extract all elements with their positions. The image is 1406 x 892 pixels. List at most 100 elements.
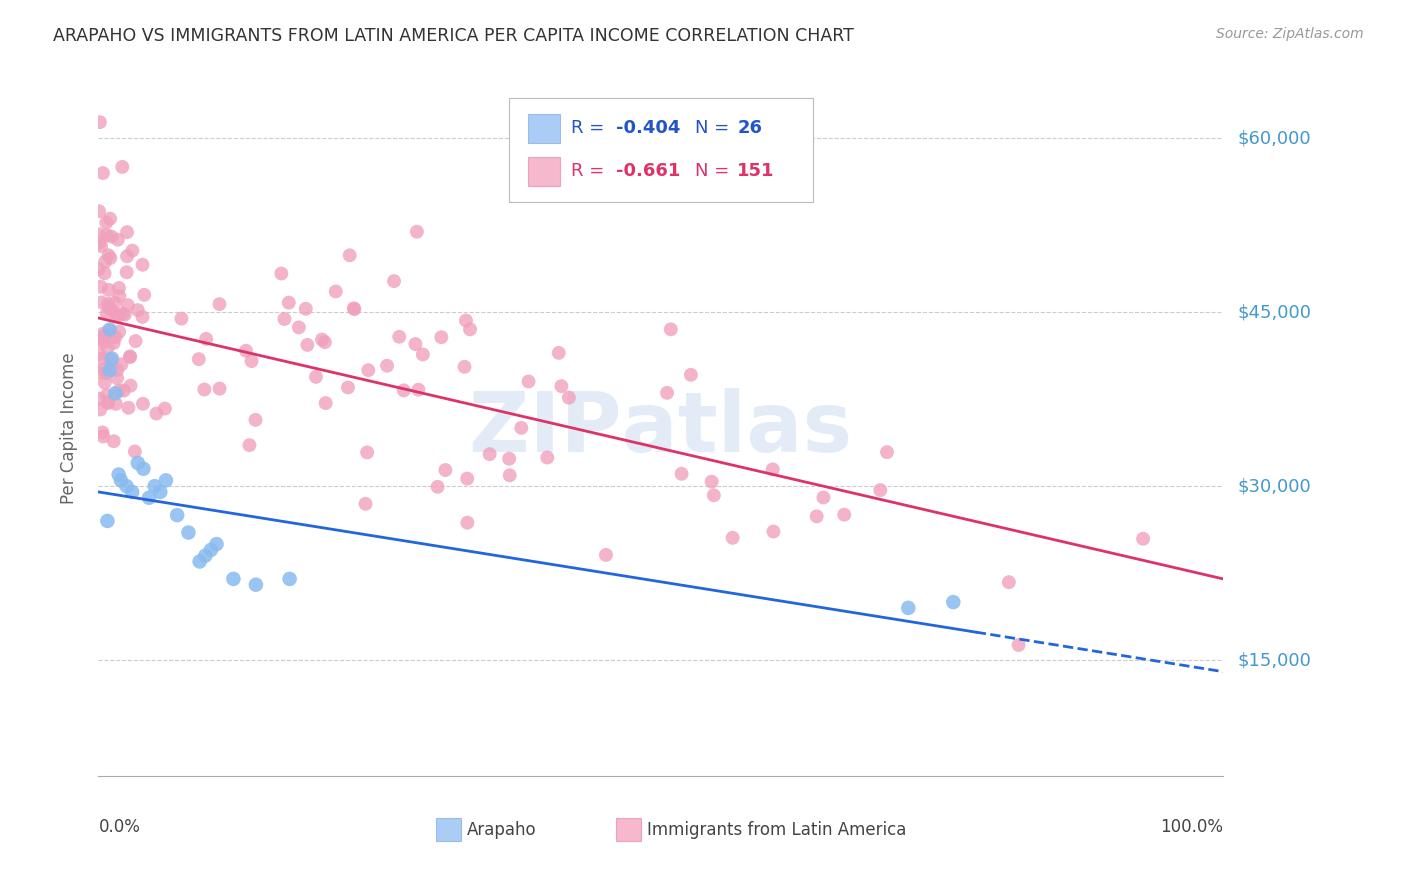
Point	[547, 346, 569, 360]
Point	[90, 279, 112, 293]
Point	[205, 537, 228, 551]
Point	[153, 401, 176, 416]
Point	[114, 308, 136, 322]
Point	[558, 391, 581, 405]
Point	[98, 211, 121, 226]
Point	[375, 359, 398, 373]
Point	[107, 233, 129, 247]
Point	[703, 488, 725, 502]
Point	[121, 485, 143, 500]
Point	[127, 456, 149, 470]
Point	[813, 491, 835, 505]
Point	[91, 351, 114, 366]
Point	[108, 384, 131, 398]
Text: 0.0%: 0.0%	[98, 818, 141, 836]
Y-axis label: Per Capita Income: Per Capita Income	[59, 352, 77, 504]
Point	[97, 283, 120, 297]
Point	[325, 285, 347, 299]
Point	[87, 227, 110, 242]
Point	[510, 421, 533, 435]
Point	[97, 395, 120, 409]
Point	[131, 258, 153, 272]
Point	[406, 225, 429, 239]
Point	[434, 463, 457, 477]
Point	[91, 335, 114, 350]
Point	[187, 352, 209, 367]
Text: ZIP​atlas: ZIP​atlas	[470, 388, 852, 468]
Point	[120, 378, 142, 392]
Point	[942, 595, 965, 609]
Text: Immigrants from Latin America: Immigrants from Latin America	[647, 821, 907, 838]
Point	[356, 445, 378, 459]
Point	[93, 362, 115, 376]
Point	[96, 307, 118, 321]
Point	[278, 572, 301, 586]
Text: $30,000: $30,000	[1237, 477, 1310, 495]
Point	[91, 425, 114, 440]
Point	[108, 281, 131, 295]
Point	[105, 371, 128, 385]
Point	[115, 249, 138, 263]
Point	[166, 508, 188, 523]
Point	[454, 313, 477, 327]
Point	[595, 548, 617, 562]
Point	[458, 322, 481, 336]
Point	[105, 363, 128, 377]
Point	[110, 357, 132, 371]
FancyBboxPatch shape	[509, 98, 813, 202]
Text: R =: R =	[571, 162, 610, 180]
Point	[408, 383, 430, 397]
Point	[103, 295, 125, 310]
Point	[498, 451, 520, 466]
Point	[94, 255, 117, 269]
Point	[294, 301, 316, 316]
Point	[456, 472, 478, 486]
Point	[110, 473, 132, 487]
Point	[115, 225, 138, 239]
Text: R =: R =	[571, 120, 610, 137]
Point	[89, 115, 111, 129]
Text: -0.404: -0.404	[616, 120, 681, 137]
Point	[108, 289, 131, 303]
Point	[132, 397, 155, 411]
Point	[111, 160, 134, 174]
Point	[96, 216, 118, 230]
Point	[87, 331, 110, 345]
Point	[104, 397, 127, 411]
Point	[89, 235, 111, 250]
Text: $45,000: $45,000	[1237, 303, 1312, 321]
Point	[89, 392, 111, 406]
Point	[117, 401, 139, 415]
Point	[100, 229, 122, 244]
Point	[297, 338, 319, 352]
Point	[98, 353, 121, 368]
Point	[97, 248, 120, 262]
Point	[235, 343, 257, 358]
Point	[108, 325, 131, 339]
Point	[1132, 532, 1154, 546]
Point	[478, 447, 501, 461]
Point	[343, 302, 366, 317]
FancyBboxPatch shape	[436, 819, 461, 841]
Point	[998, 575, 1021, 590]
Point	[240, 354, 263, 368]
Point	[245, 413, 267, 427]
Point	[107, 467, 129, 482]
Point	[671, 467, 693, 481]
Point	[131, 310, 153, 324]
Point	[97, 341, 120, 355]
Point	[145, 407, 167, 421]
Point	[536, 450, 558, 465]
Point	[200, 542, 222, 557]
Point	[412, 347, 434, 361]
Point	[311, 333, 333, 347]
Point	[388, 330, 411, 344]
Point	[354, 497, 377, 511]
Text: $60,000: $60,000	[1237, 129, 1310, 147]
Point	[336, 380, 359, 394]
Text: 151: 151	[737, 162, 775, 180]
Point	[120, 350, 142, 364]
Point	[97, 297, 120, 311]
Point	[550, 379, 572, 393]
FancyBboxPatch shape	[529, 114, 560, 143]
